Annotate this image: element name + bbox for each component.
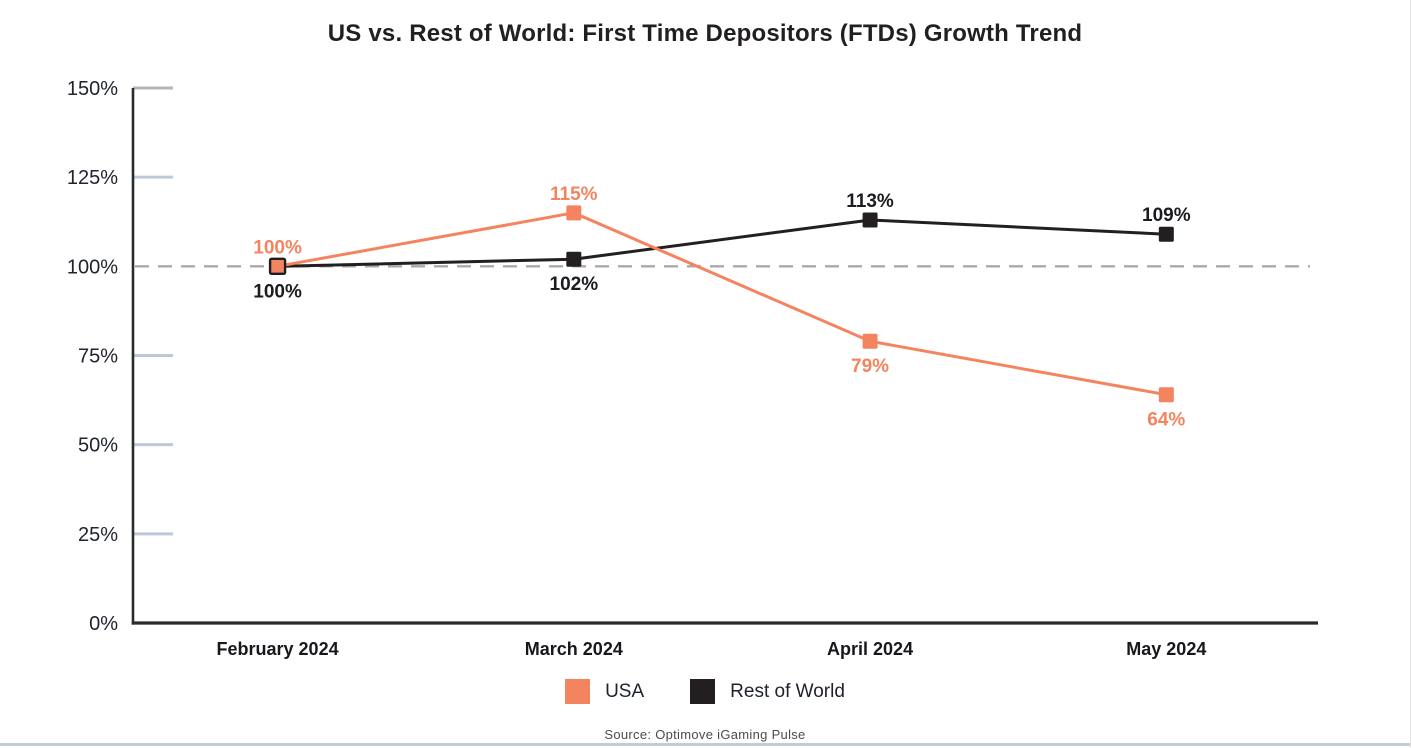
- marker-usa: [1158, 387, 1174, 403]
- y-tick-label: 25%: [78, 524, 118, 546]
- x-axis-label: February 2024: [217, 639, 339, 659]
- marker-usa: [566, 205, 582, 221]
- legend-label-rest-of-world: Rest of World: [730, 680, 845, 702]
- y-tick-label: 75%: [78, 346, 118, 368]
- point-label-usa: 64%: [1147, 410, 1185, 431]
- marker-rest-of-world: [566, 251, 582, 267]
- marker-usa: [862, 333, 878, 349]
- series-line-rest-of-world: [277, 218, 1167, 268]
- legend-swatch-usa: [565, 679, 591, 704]
- marker-rest-of-world: [1158, 226, 1174, 242]
- x-axis-label: April 2024: [827, 639, 913, 659]
- point-label-usa: 79%: [851, 356, 889, 377]
- legend-swatch-rest-of-world: [690, 679, 716, 704]
- point-label-usa: 100%: [253, 237, 302, 258]
- series-line-usa: [277, 211, 1167, 397]
- y-tick-label: 125%: [67, 167, 118, 189]
- source-caption: Source: Optimove iGaming Pulse: [604, 727, 806, 742]
- chart-title: US vs. Rest of World: First Time Deposit…: [327, 20, 1083, 47]
- legend-label-usa: USA: [605, 680, 645, 702]
- y-tick-label: 150%: [67, 78, 118, 100]
- bottom-divider: [0, 743, 1410, 746]
- y-tick-label: 50%: [78, 435, 118, 457]
- marker-usa: [268, 257, 287, 276]
- x-axis-label: May 2024: [1126, 639, 1206, 659]
- point-label-usa: 115%: [550, 184, 598, 205]
- marker-rest-of-world: [862, 212, 878, 228]
- legend: USA Rest of World: [0, 679, 1410, 704]
- point-label-rest-of-world: 100%: [253, 281, 302, 302]
- legend-item-rest-of-world: Rest of World: [690, 679, 845, 704]
- y-tick-label: 0%: [89, 613, 118, 635]
- point-label-rest-of-world: 109%: [1142, 205, 1191, 226]
- legend-item-usa: USA: [565, 679, 644, 704]
- y-tick-label: 100%: [67, 256, 118, 278]
- point-label-rest-of-world: 102%: [550, 274, 599, 295]
- x-axis-label: March 2024: [525, 639, 623, 659]
- point-label-rest-of-world: 113%: [846, 191, 894, 212]
